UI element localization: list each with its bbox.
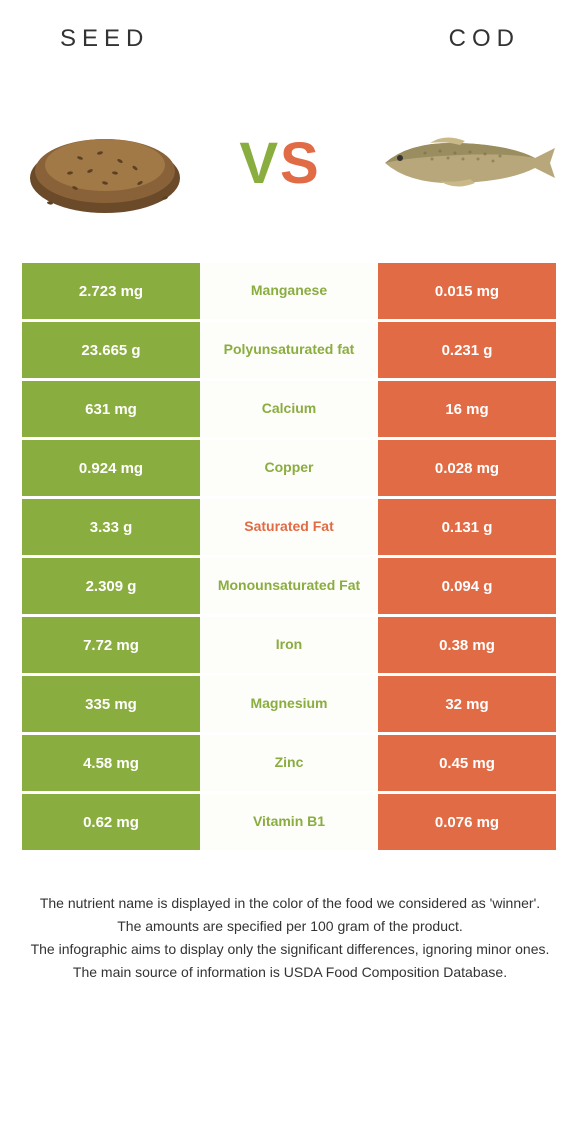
right-value: 0.028 mg — [378, 440, 556, 496]
cod-image — [370, 123, 560, 203]
vs-v: V — [239, 131, 280, 196]
right-value: 32 mg — [378, 676, 556, 732]
images-row: VS — [0, 73, 580, 263]
left-value: 335 mg — [22, 676, 200, 732]
left-value: 2.309 g — [22, 558, 200, 614]
right-value: 0.094 g — [378, 558, 556, 614]
right-value: 0.015 mg — [378, 263, 556, 319]
right-value: 16 mg — [378, 381, 556, 437]
left-value: 0.924 mg — [22, 440, 200, 496]
header-row: SEED COD — [0, 0, 580, 73]
footer-line-1: The nutrient name is displayed in the co… — [30, 893, 550, 914]
table-row: 0.924 mgCopper0.028 mg — [22, 440, 558, 496]
nutrient-label: Polyunsaturated fat — [200, 322, 378, 378]
table-row: 4.58 mgZinc0.45 mg — [22, 735, 558, 791]
nutrient-label: Iron — [200, 617, 378, 673]
left-title: SEED — [60, 25, 149, 53]
comparison-table: 2.723 mgManganese0.015 mg23.665 gPolyuns… — [0, 263, 580, 850]
table-row: 0.62 mgVitamin B10.076 mg — [22, 794, 558, 850]
nutrient-label: Saturated Fat — [200, 499, 378, 555]
table-row: 2.723 mgManganese0.015 mg — [22, 263, 558, 319]
table-row: 2.309 gMonounsaturated Fat0.094 g — [22, 558, 558, 614]
left-value: 4.58 mg — [22, 735, 200, 791]
right-value: 0.38 mg — [378, 617, 556, 673]
table-row: 335 mgMagnesium32 mg — [22, 676, 558, 732]
left-value: 631 mg — [22, 381, 200, 437]
nutrient-label: Magnesium — [200, 676, 378, 732]
right-title: COD — [449, 25, 520, 53]
vs-label: VS — [239, 130, 320, 197]
vs-s: S — [280, 131, 321, 196]
left-value: 7.72 mg — [22, 617, 200, 673]
right-value: 0.076 mg — [378, 794, 556, 850]
right-value: 0.231 g — [378, 322, 556, 378]
footer-notes: The nutrient name is displayed in the co… — [0, 853, 580, 983]
nutrient-label: Zinc — [200, 735, 378, 791]
left-value: 0.62 mg — [22, 794, 200, 850]
left-value: 23.665 g — [22, 322, 200, 378]
nutrient-label: Copper — [200, 440, 378, 496]
footer-line-2: The amounts are specified per 100 gram o… — [30, 916, 550, 937]
right-value: 0.45 mg — [378, 735, 556, 791]
nutrient-label: Monounsaturated Fat — [200, 558, 378, 614]
nutrient-label: Vitamin B1 — [200, 794, 378, 850]
nutrient-label: Calcium — [200, 381, 378, 437]
seed-image — [20, 103, 190, 223]
right-value: 0.131 g — [378, 499, 556, 555]
left-value: 2.723 mg — [22, 263, 200, 319]
table-row: 631 mgCalcium16 mg — [22, 381, 558, 437]
footer-line-3: The infographic aims to display only the… — [30, 939, 550, 960]
table-row: 23.665 gPolyunsaturated fat0.231 g — [22, 322, 558, 378]
nutrient-label: Manganese — [200, 263, 378, 319]
footer-line-4: The main source of information is USDA F… — [30, 962, 550, 983]
left-value: 3.33 g — [22, 499, 200, 555]
table-row: 3.33 gSaturated Fat0.131 g — [22, 499, 558, 555]
table-row: 7.72 mgIron0.38 mg — [22, 617, 558, 673]
